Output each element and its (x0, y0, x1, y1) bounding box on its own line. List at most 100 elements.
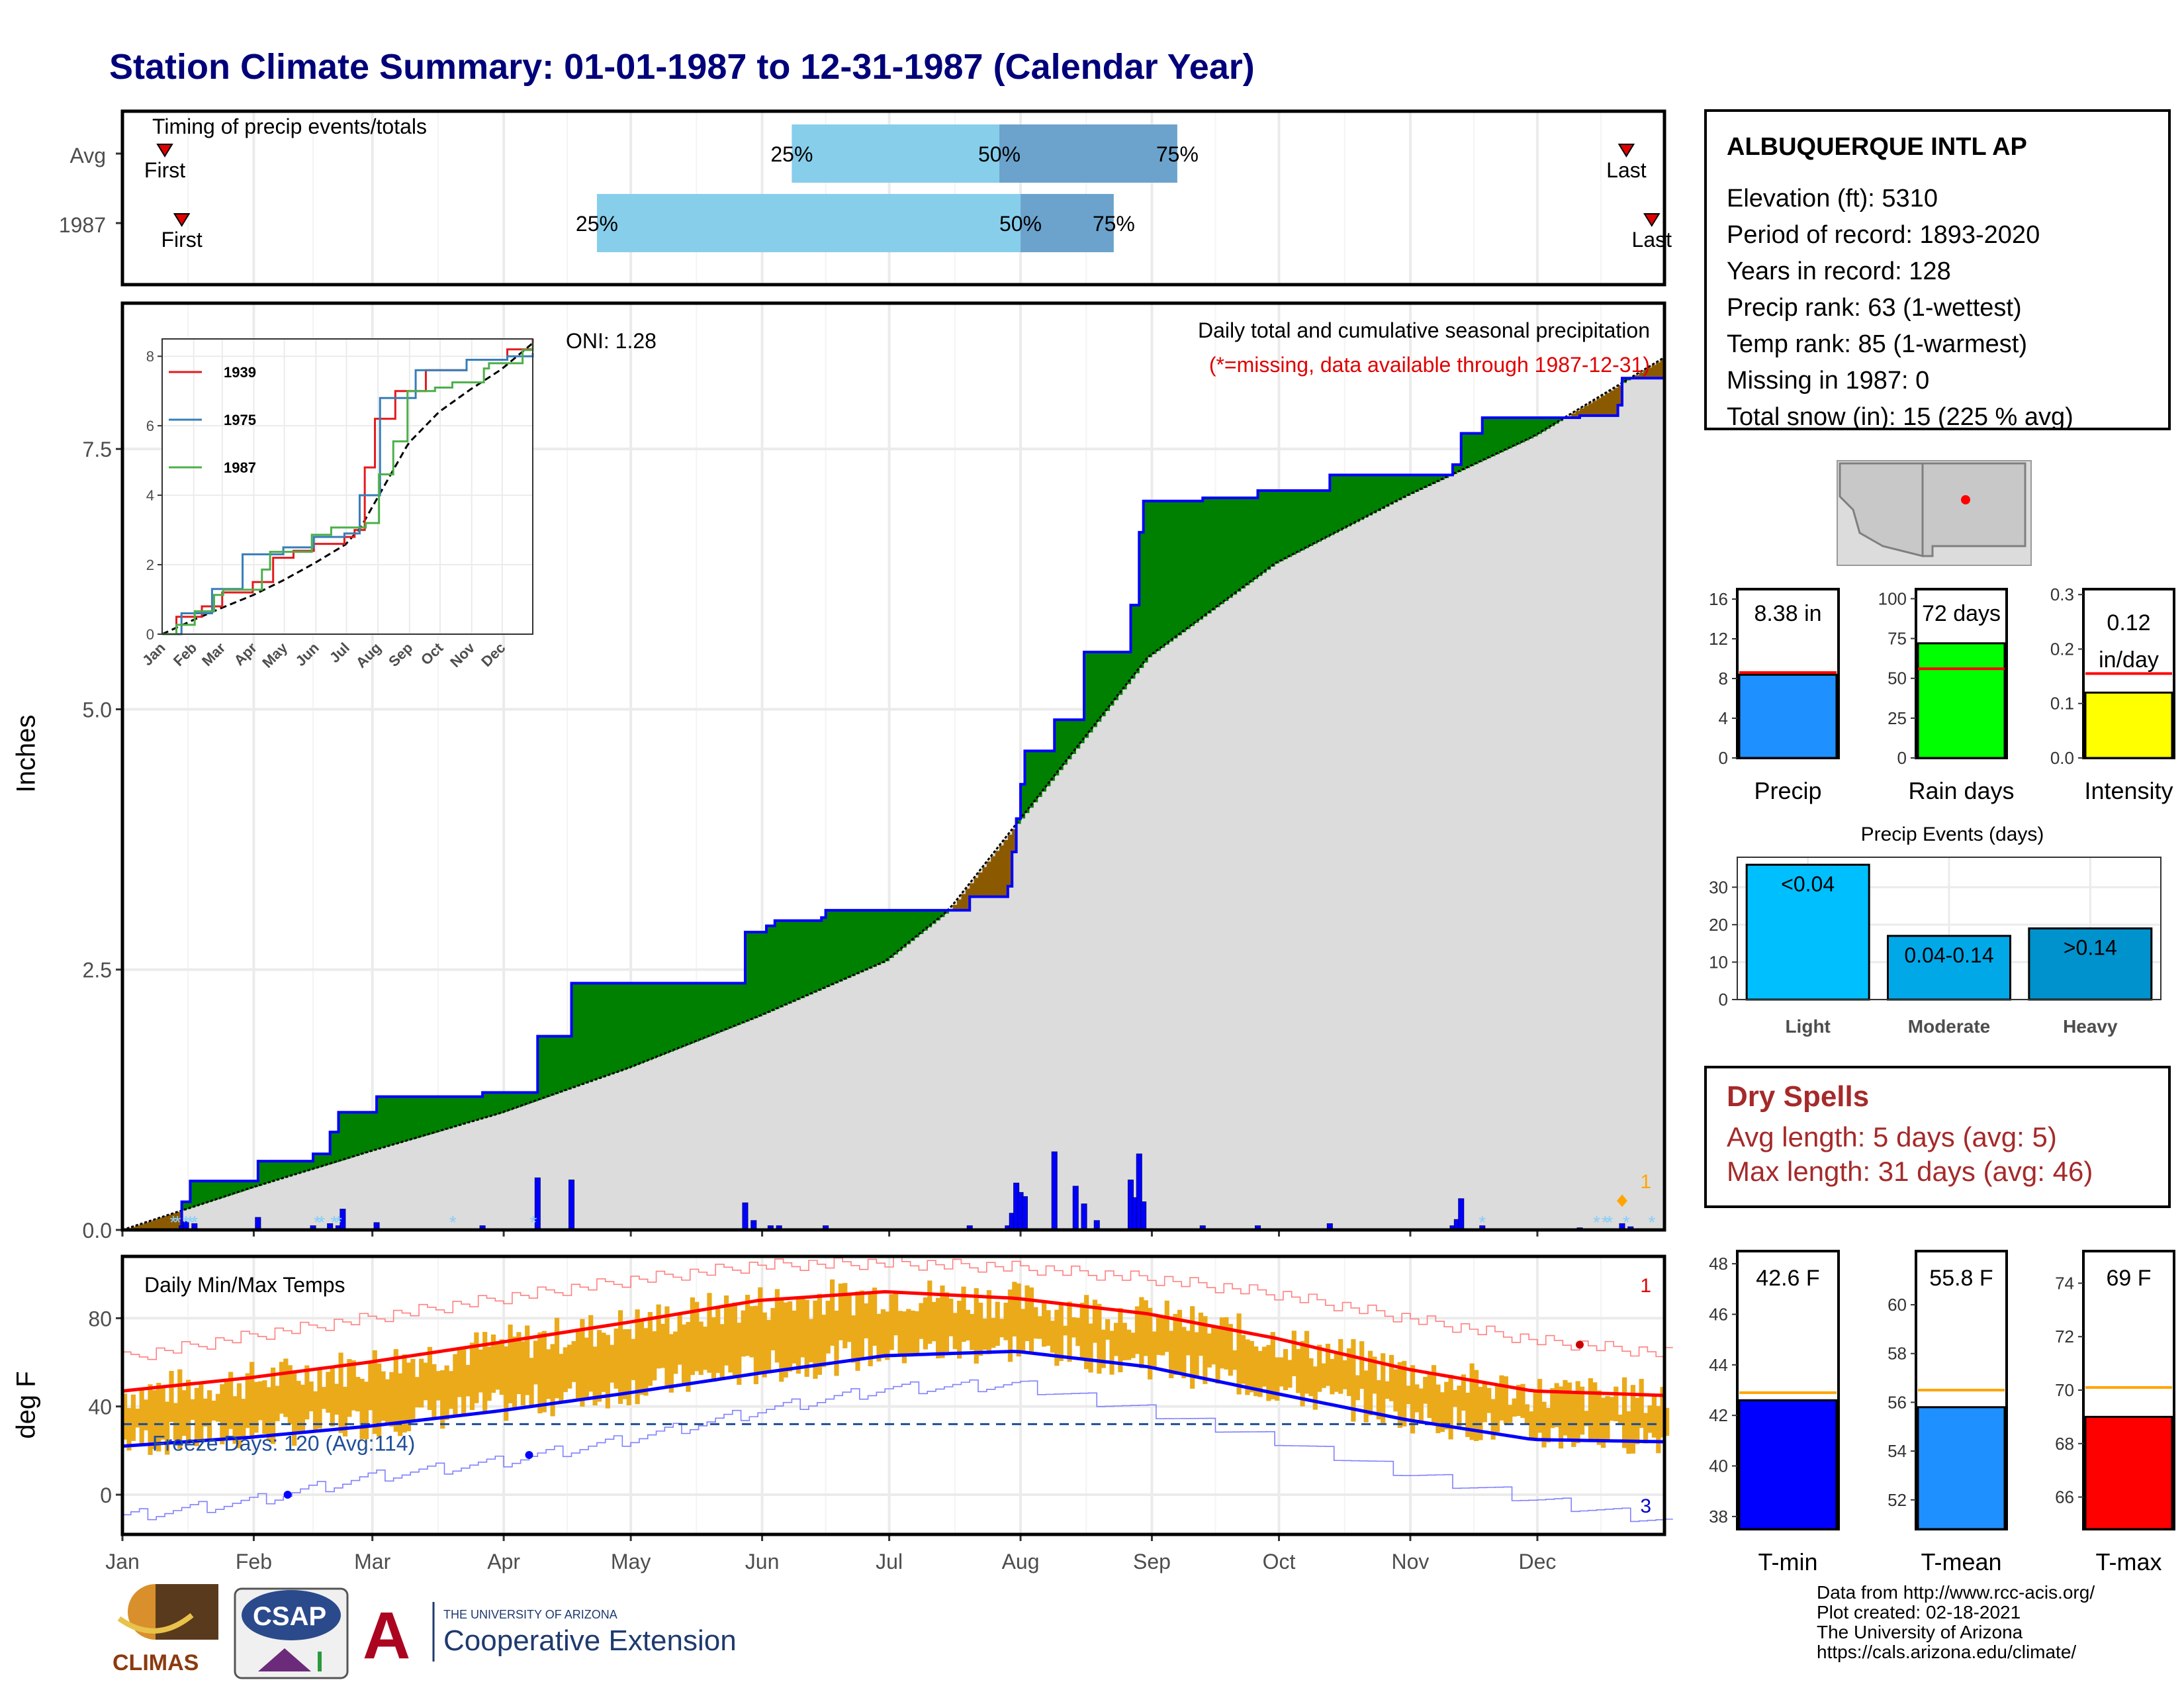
daily-temp-bar (1308, 1358, 1314, 1397)
y-tick-label: 38 (1709, 1507, 1728, 1526)
above-normal-fill (1118, 651, 1123, 695)
normal-cumulative-line (122, 356, 1665, 1231)
daily-temp-bar (1224, 1317, 1229, 1370)
above-normal-fill (440, 1096, 445, 1131)
below-normal-fill (1660, 359, 1665, 379)
daily-temp-bar (944, 1292, 950, 1352)
daily-temp-bar (927, 1280, 933, 1344)
timing-bar-50-75 (1021, 194, 1114, 252)
above-normal-fill (181, 1201, 187, 1211)
above-normal-fill (393, 1096, 398, 1145)
above-normal-fill (1550, 418, 1555, 426)
above-normal-fill (1473, 433, 1479, 465)
first-event-label: First (161, 228, 203, 252)
daily-temp-bar (1134, 1306, 1140, 1354)
daily-temp-bar (694, 1301, 700, 1372)
tmean-category-label: T-mean (1921, 1548, 2001, 1575)
daily-temp-bar (889, 1294, 894, 1350)
snow-marker: * (1602, 1212, 1609, 1233)
daily-temp-bar (1105, 1319, 1111, 1340)
daily-temp-bar (605, 1335, 610, 1409)
snow-marker: * (169, 1212, 177, 1233)
above-normal-fill (381, 1096, 386, 1149)
below-normal-fill (1579, 408, 1584, 416)
daily-temp-bar (753, 1305, 758, 1385)
daily-temp-bar (495, 1343, 500, 1390)
temperature-chart: 0 40 80 Daily Min/Max Temps Freeze Days: 120… (88, 1254, 1673, 1573)
daily-temp-bar (1512, 1398, 1517, 1417)
above-normal-fill (792, 920, 797, 1002)
below-normal-fill (135, 1225, 140, 1230)
daily-temp-bar (677, 1313, 682, 1365)
tmin-value-label: 42.6 F (1756, 1266, 1819, 1291)
daily-temp-bar (1079, 1302, 1085, 1358)
daily-temp-bar (402, 1354, 407, 1433)
daily-temp-bar (440, 1370, 445, 1429)
credit-data-source: Data from http://www.rcc-acis.org/ (1817, 1582, 2095, 1603)
daily-temp-bar (444, 1365, 449, 1420)
x-tick-label: Oct (1263, 1550, 1296, 1573)
above-normal-fill (296, 1161, 301, 1174)
daily-temp-bar (664, 1306, 670, 1386)
temp-plot-border (120, 1254, 1666, 1536)
daily-temp-bar (622, 1329, 627, 1399)
above-normal-fill (1084, 651, 1089, 738)
daily-temp-bar (610, 1344, 615, 1383)
daily-temp-bar (893, 1293, 899, 1336)
above-normal-fill (1312, 491, 1318, 544)
above-normal-fill (1097, 651, 1102, 722)
oni-label: ONI: 1.28 (566, 329, 657, 353)
below-normal-fill (1614, 388, 1619, 416)
daily-temp-bar (1664, 1407, 1670, 1436)
above-normal-fill (1296, 491, 1301, 553)
above-normal-fill (643, 983, 649, 1062)
daily-temp-bar (1363, 1370, 1369, 1423)
above-normal-fill (910, 910, 915, 941)
above-normal-fill (1308, 491, 1314, 546)
above-normal-fill (723, 983, 729, 1030)
above-normal-fill (194, 1181, 199, 1207)
above-normal-fill (190, 1181, 195, 1208)
below-normal-fill (144, 1223, 149, 1230)
above-normal-fill (292, 1161, 297, 1176)
inset-y-tick-label: 4 (146, 487, 154, 504)
above-normal-fill (567, 1036, 572, 1090)
above-normal-fill (1143, 500, 1148, 663)
above-normal-fill (1046, 751, 1051, 786)
above-normal-fill (385, 1096, 390, 1147)
below-normal-fill (999, 845, 1005, 897)
above-normal-fill (753, 932, 758, 1019)
above-normal-fill (1113, 651, 1118, 700)
daily-temp-bar (181, 1390, 187, 1436)
snow-marker: * (1648, 1212, 1655, 1233)
daily-temp-bar (1461, 1374, 1466, 1411)
snow-marker: * (187, 1212, 194, 1233)
above-normal-fill (465, 1096, 471, 1123)
daily-temp-bar (215, 1393, 221, 1422)
above-normal-fill (1054, 720, 1060, 776)
daily-temp-bar (838, 1284, 843, 1340)
above-normal-fill (432, 1096, 437, 1133)
above-normal-fill (1512, 418, 1517, 447)
above-normal-fill (766, 925, 771, 1013)
y-tick-label: 48 (1709, 1254, 1728, 1274)
x-tick-label: Aug (1002, 1550, 1040, 1573)
above-normal-fill (199, 1181, 204, 1205)
above-normal-fill (876, 910, 882, 965)
snow-marker: * (191, 1212, 198, 1233)
event-category-label: Heavy (2063, 1016, 2118, 1037)
precip_total-category-label: Precip (1754, 777, 1821, 804)
y-tick-label: 100 (1878, 588, 1907, 608)
inset-series-1975 (162, 352, 534, 635)
above-normal-fill (245, 1181, 250, 1190)
daily-temp-bar (957, 1300, 962, 1359)
daily-temp-bar (737, 1323, 742, 1385)
daily-temp-bar (326, 1372, 331, 1413)
daily-temp-bar (1101, 1329, 1106, 1368)
daily-temp-bar (1355, 1375, 1360, 1401)
precip-events-title: Precip Events (days) (1861, 823, 2044, 845)
daily-temp-bar (262, 1380, 267, 1434)
above-normal-fill (846, 910, 852, 978)
daily-temp-bar (499, 1339, 504, 1395)
above-normal-fill (338, 1112, 343, 1161)
